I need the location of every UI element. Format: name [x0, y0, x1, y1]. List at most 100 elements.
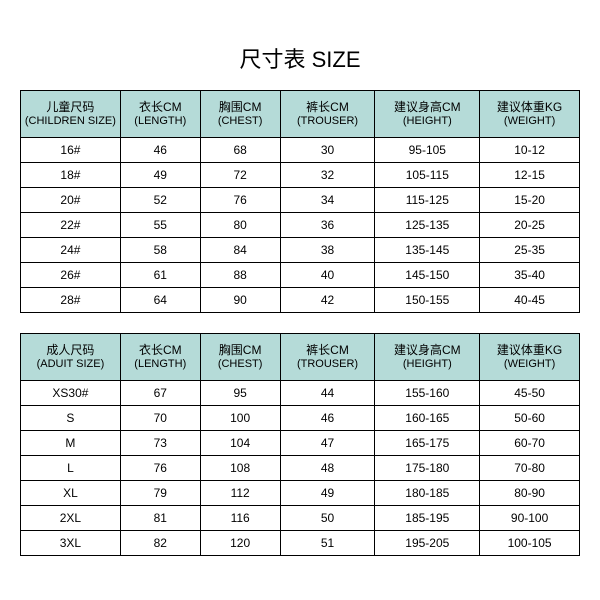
table-cell: XL	[21, 481, 121, 506]
table-cell: 73	[120, 431, 200, 456]
table-row: 2XL8111650185-19590-100	[21, 506, 580, 531]
header-row: 儿童尺码(CHILDREN SIZE)衣长CM(LENGTH)胸围CM(CHES…	[21, 91, 580, 138]
table-cell: 145-150	[375, 263, 480, 288]
table-cell: 2XL	[21, 506, 121, 531]
table-cell: 3XL	[21, 531, 121, 556]
table-row: XL7911249180-18580-90	[21, 481, 580, 506]
table-cell: 95	[200, 381, 280, 406]
table-cell: 79	[120, 481, 200, 506]
table-cell: 120	[200, 531, 280, 556]
table-cell: 40-45	[480, 288, 580, 313]
table-cell: 70-80	[480, 456, 580, 481]
table-cell: 46	[120, 138, 200, 163]
table-cell: 34	[280, 188, 375, 213]
column-header: 成人尺码(ADUIT SIZE)	[21, 334, 121, 381]
table-cell: 80-90	[480, 481, 580, 506]
table-row: 16#46683095-10510-12	[21, 138, 580, 163]
table-cell: 115-125	[375, 188, 480, 213]
table-row: 22#558036125-13520-25	[21, 213, 580, 238]
table-cell: 68	[200, 138, 280, 163]
table-row: 20#527634115-12515-20	[21, 188, 580, 213]
column-header: 建议身高CM(HEIGHT)	[375, 91, 480, 138]
column-header: 衣长CM(LENGTH)	[120, 91, 200, 138]
table-cell: 40	[280, 263, 375, 288]
table-cell: 60-70	[480, 431, 580, 456]
table-row: 3XL8212051195-205100-105	[21, 531, 580, 556]
column-header: 建议身高CM(HEIGHT)	[375, 334, 480, 381]
table-cell: 64	[120, 288, 200, 313]
table-cell: 160-165	[375, 406, 480, 431]
table-cell: 42	[280, 288, 375, 313]
table-cell: 20-25	[480, 213, 580, 238]
column-header: 胸围CM(CHEST)	[200, 334, 280, 381]
table-cell: 55	[120, 213, 200, 238]
header-row: 成人尺码(ADUIT SIZE)衣长CM(LENGTH)胸围CM(CHEST)裤…	[21, 334, 580, 381]
table-cell: 195-205	[375, 531, 480, 556]
column-header: 衣长CM(LENGTH)	[120, 334, 200, 381]
table-cell: 116	[200, 506, 280, 531]
table-cell: 185-195	[375, 506, 480, 531]
table-cell: 26#	[21, 263, 121, 288]
table-cell: 52	[120, 188, 200, 213]
spacer-cell	[21, 313, 580, 334]
table-cell: XS30#	[21, 381, 121, 406]
table-cell: 165-175	[375, 431, 480, 456]
table-cell: 48	[280, 456, 375, 481]
table-cell: 50-60	[480, 406, 580, 431]
table-cell: 70	[120, 406, 200, 431]
table-cell: 44	[280, 381, 375, 406]
column-header: 胸围CM(CHEST)	[200, 91, 280, 138]
table-cell: 90-100	[480, 506, 580, 531]
table-cell: S	[21, 406, 121, 431]
table-cell: 112	[200, 481, 280, 506]
table-row: L7610848175-18070-80	[21, 456, 580, 481]
table-cell: M	[21, 431, 121, 456]
table-cell: 67	[120, 381, 200, 406]
table-row: S7010046160-16550-60	[21, 406, 580, 431]
size-table: 儿童尺码(CHILDREN SIZE)衣长CM(LENGTH)胸围CM(CHES…	[20, 90, 580, 556]
table-cell: 18#	[21, 163, 121, 188]
table-cell: 12-15	[480, 163, 580, 188]
table-cell: 25-35	[480, 238, 580, 263]
table-cell: 104	[200, 431, 280, 456]
table-cell: 10-12	[480, 138, 580, 163]
table-row: 18#497232105-11512-15	[21, 163, 580, 188]
table-cell: 24#	[21, 238, 121, 263]
table-cell: 150-155	[375, 288, 480, 313]
table-cell: 49	[280, 481, 375, 506]
table-cell: 180-185	[375, 481, 480, 506]
table-cell: 88	[200, 263, 280, 288]
table-cell: 45-50	[480, 381, 580, 406]
table-cell: 58	[120, 238, 200, 263]
table-cell: 155-160	[375, 381, 480, 406]
table-cell: 84	[200, 238, 280, 263]
table-cell: 49	[120, 163, 200, 188]
table-cell: 47	[280, 431, 375, 456]
column-header: 建议体重KG(WEIGHT)	[480, 334, 580, 381]
column-header: 儿童尺码(CHILDREN SIZE)	[21, 91, 121, 138]
table-cell: 100	[200, 406, 280, 431]
table-row: XS30#679544155-16045-50	[21, 381, 580, 406]
table-cell: 81	[120, 506, 200, 531]
table-cell: 72	[200, 163, 280, 188]
table-cell: 76	[120, 456, 200, 481]
table-cell: 28#	[21, 288, 121, 313]
table-cell: 82	[120, 531, 200, 556]
table-cell: 30	[280, 138, 375, 163]
table-cell: 108	[200, 456, 280, 481]
column-header: 建议体重KG(WEIGHT)	[480, 91, 580, 138]
table-cell: 32	[280, 163, 375, 188]
spacer-row	[21, 313, 580, 334]
table-cell: 15-20	[480, 188, 580, 213]
table-row: 28#649042150-15540-45	[21, 288, 580, 313]
table-cell: 125-135	[375, 213, 480, 238]
table-row: 26#618840145-15035-40	[21, 263, 580, 288]
table-cell: 51	[280, 531, 375, 556]
table-cell: 46	[280, 406, 375, 431]
table-cell: 76	[200, 188, 280, 213]
table-cell: 22#	[21, 213, 121, 238]
table-cell: 80	[200, 213, 280, 238]
column-header: 裤长CM(TROUSER)	[280, 91, 375, 138]
table-cell: 100-105	[480, 531, 580, 556]
table-cell: 20#	[21, 188, 121, 213]
